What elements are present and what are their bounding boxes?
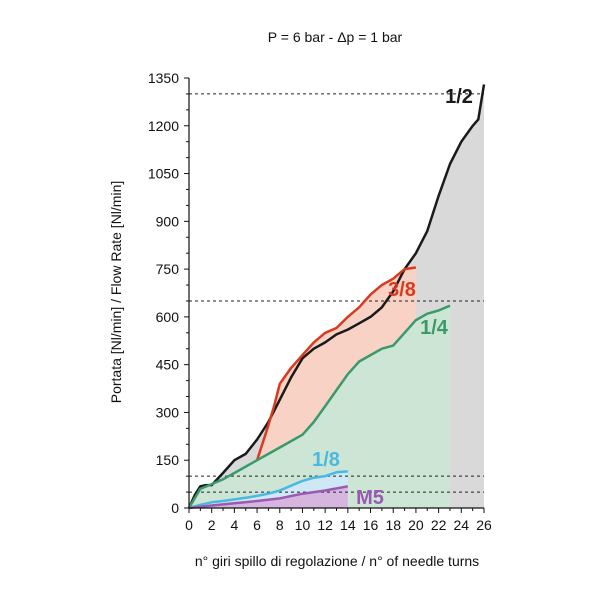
series-area-1-4	[189, 305, 450, 508]
series-labels: 1/2 3/81/4 1/8 M5	[312, 86, 473, 509]
x-tick-label: 18	[385, 517, 401, 533]
x-tick-label: 8	[276, 517, 284, 533]
x-tick-label: 20	[408, 517, 424, 533]
x-axis-title: n° giri spillo di regolazione / n° of ne…	[195, 553, 479, 569]
series-line-m5	[188, 485, 349, 510]
y-tick-label: 1200	[148, 118, 179, 134]
x-tick-label: 16	[363, 517, 379, 533]
series-label-3-8: 3/8	[388, 279, 416, 301]
x-tick-label: 24	[454, 517, 470, 533]
series-label-1-4: 1/4	[420, 317, 449, 339]
series-lines	[187, 84, 486, 510]
y-tick-label: 300	[156, 404, 180, 420]
y-axis-title: Portata [Nl/min] / Flow Rate [Nl/min]	[108, 181, 124, 404]
y-tick-label: 1350	[148, 70, 179, 86]
y-tick-label: 900	[156, 213, 180, 229]
series-line-1-8	[188, 470, 348, 510]
series-areas	[189, 84, 484, 509]
x-axis-ticks: 0 2 4 6 8 10 12 14 16 18 20 22 24 26	[185, 508, 492, 533]
x-tick-label: 4	[230, 517, 238, 533]
series-line-1-4	[187, 304, 451, 509]
x-tick-label: 0	[185, 517, 193, 533]
x-tick-label: 22	[431, 517, 447, 533]
y-tick-label: 1050	[148, 166, 179, 182]
y-tick-label: 450	[156, 357, 180, 373]
x-tick-label: 14	[340, 517, 356, 533]
y-axis-ticks: 0 150 300 450 600 750 900 1050 1200 1350	[148, 70, 189, 516]
x-tick-label: 6	[253, 517, 261, 533]
series-label-m5: M5	[356, 487, 384, 509]
y-tick-label: 0	[171, 500, 179, 516]
x-tick-label: 2	[208, 517, 216, 533]
y-tick-label: 750	[156, 261, 180, 277]
series-label-1-2: 1/2	[445, 86, 473, 108]
series-line-3-8	[255, 266, 417, 461]
series-area-m5	[189, 486, 348, 508]
reference-lines	[189, 93, 484, 493]
x-tick-label: 12	[317, 517, 333, 533]
y-tick-label: 600	[156, 309, 180, 325]
x-tick-label: 26	[476, 517, 492, 533]
y-tick-label: 150	[156, 452, 180, 468]
series-label-1-8: 1/8	[312, 449, 340, 471]
chart-title: P = 6 bar - Δp = 1 bar	[268, 29, 403, 45]
x-tick-label: 10	[295, 517, 311, 533]
series-line-1-2	[187, 84, 486, 509]
